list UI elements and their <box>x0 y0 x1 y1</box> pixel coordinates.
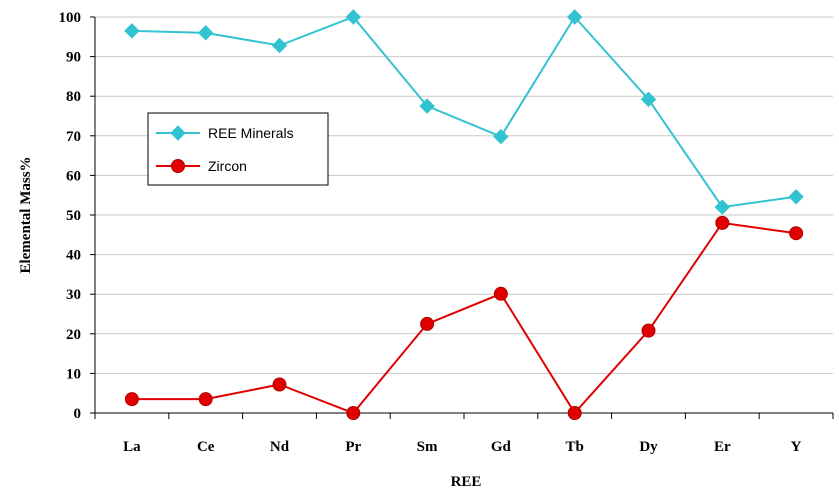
series-1 <box>124 215 804 420</box>
data-point <box>567 406 582 420</box>
data-point <box>641 323 656 338</box>
x-tick-label-ce: Ce <box>197 439 215 455</box>
series-0 <box>124 9 804 215</box>
x-tick-label-tb: Tb <box>566 439 584 455</box>
y-axis-title: Elemental Mass% <box>18 156 34 273</box>
x-tick-label-pr: Pr <box>345 439 361 455</box>
data-point <box>493 128 509 145</box>
y-tick-label: 100 <box>59 10 82 26</box>
data-point <box>419 98 435 114</box>
data-point <box>197 25 214 41</box>
x-tick-label-sm: Sm <box>417 439 438 455</box>
data-point <box>640 91 657 108</box>
data-point <box>789 226 804 241</box>
legend-marker <box>170 125 186 141</box>
data-point <box>345 9 362 25</box>
legend: REE Minerals Zircon <box>147 112 329 186</box>
y-tick-label: 10 <box>66 366 81 382</box>
legend-item: REE Minerals <box>156 125 294 141</box>
x-tick-label-nd: Nd <box>270 439 290 455</box>
legend-item: Zircon <box>156 158 247 174</box>
legend-label: Zircon <box>208 158 247 174</box>
y-ticks: 0 10 20 30 40 50 60 70 80 90 100 <box>59 10 95 422</box>
x-tick-label-er: Er <box>714 439 731 455</box>
y-tick-label: 20 <box>66 327 81 343</box>
y-tick-label: 90 <box>66 50 81 66</box>
y-tick-label: 60 <box>66 168 81 184</box>
y-tick-label: 80 <box>66 89 81 105</box>
legend-label: REE Minerals <box>208 125 294 141</box>
x-axis-title: REE <box>451 474 482 490</box>
series-layer <box>124 9 804 420</box>
y-tick-label: 40 <box>66 248 81 264</box>
series-line <box>131 221 797 415</box>
x-tick-label-y: Y <box>791 439 802 455</box>
data-point <box>566 9 583 25</box>
gridlines <box>95 16 833 374</box>
data-point <box>124 23 140 39</box>
y-tick-label: 30 <box>66 287 81 303</box>
y-tick-label: 0 <box>74 406 82 422</box>
data-point <box>715 215 730 230</box>
data-point <box>124 392 139 407</box>
x-ticks: La Ce Nd Pr Sm Gd Tb Dy Er Y <box>94 413 834 455</box>
legend-box <box>147 112 329 186</box>
data-point <box>714 199 731 215</box>
data-point <box>420 316 435 331</box>
data-point <box>272 377 287 392</box>
data-point <box>198 392 213 407</box>
y-tick-label: 50 <box>66 208 81 224</box>
data-point <box>346 406 361 420</box>
series-line <box>131 15 797 209</box>
legend-marker <box>171 159 185 173</box>
x-tick-label-dy: Dy <box>639 439 658 455</box>
data-point <box>493 286 508 301</box>
y-tick-label: 70 <box>66 129 81 145</box>
x-tick-label-la: La <box>123 439 141 455</box>
x-tick-label-gd: Gd <box>491 439 512 455</box>
data-point <box>788 189 804 205</box>
data-point <box>271 37 288 54</box>
